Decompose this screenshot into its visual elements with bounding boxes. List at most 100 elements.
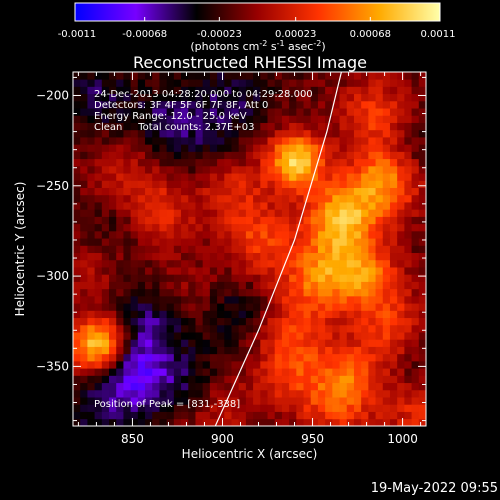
- heatmap-cell: [353, 324, 362, 333]
- heatmap-cell: [310, 230, 319, 239]
- heatmap-cell: [209, 339, 218, 347]
- heatmap-cell: [94, 353, 103, 362]
- heatmap-cell: [80, 245, 88, 254]
- heatmap-cell: [224, 93, 232, 102]
- heatmap-cell: [152, 165, 160, 174]
- heatmap-cell: [389, 418, 398, 426]
- heatmap-cell: [188, 267, 196, 275]
- heatmap-cell: [382, 144, 391, 152]
- heatmap-cell: [116, 389, 124, 398]
- heatmap-cell: [346, 346, 355, 355]
- heatmap-cell: [368, 295, 376, 304]
- heatmap-cell: [202, 332, 211, 340]
- heatmap-cell: [317, 404, 326, 412]
- heatmap-cell: [274, 137, 283, 145]
- heatmap-cell: [209, 245, 218, 254]
- heatmap-cell: [188, 332, 196, 340]
- heatmap-cell: [361, 303, 369, 311]
- heatmap-cell: [195, 353, 204, 362]
- heatmap-cell: [188, 411, 196, 420]
- heatmap-cell: [267, 404, 276, 412]
- heatmap-cell: [317, 151, 326, 160]
- heatmap-cell: [152, 397, 160, 405]
- heatmap-cell: [188, 194, 196, 203]
- heatmap-cell: [245, 144, 254, 152]
- heatmap-cell: [173, 209, 182, 217]
- heatmap-cell: [94, 368, 103, 376]
- heatmap-cell: [267, 281, 276, 290]
- heatmap-cell: [361, 173, 369, 181]
- heatmap-cell: [310, 122, 319, 131]
- heatmap-cell: [123, 274, 132, 282]
- heatmap-cell: [202, 187, 211, 196]
- heatmap-cell: [181, 404, 189, 412]
- heatmap-cell: [209, 137, 218, 145]
- heatmap-cell: [181, 93, 189, 102]
- heatmap-cell: [353, 187, 362, 196]
- heatmap-cell: [281, 397, 290, 405]
- heatmap-cell: [87, 332, 96, 340]
- heatmap-cell: [94, 158, 103, 167]
- heatmap-cell: [209, 281, 218, 290]
- heatmap-cell: [123, 288, 132, 297]
- heatmap-cell: [116, 411, 124, 420]
- heatmap-cell: [281, 368, 290, 376]
- heatmap-cell: [101, 137, 110, 145]
- heatmap-cell: [195, 180, 204, 188]
- heatmap-cell: [73, 353, 81, 362]
- heatmap-cell: [130, 238, 139, 246]
- heatmap-cell: [339, 295, 348, 304]
- heatmap-cell: [346, 79, 355, 87]
- heatmap-cell: [397, 230, 405, 239]
- heatmap-cell: [145, 187, 153, 196]
- heatmap-cell: [404, 382, 412, 391]
- heatmap-cell: [73, 79, 81, 87]
- heatmap-cell: [209, 144, 218, 152]
- heatmap-cell: [267, 173, 276, 181]
- heatmap-cell: [303, 375, 312, 384]
- heatmap-cell: [418, 389, 426, 398]
- heatmap-cell: [418, 129, 426, 138]
- heatmap-cell: [231, 93, 240, 102]
- heatmap-cell: [159, 151, 168, 160]
- heatmap-cell: [209, 115, 218, 123]
- heatmap-cell: [80, 187, 88, 196]
- heatmap-cell: [217, 332, 225, 340]
- heatmap-cell: [418, 187, 426, 196]
- heatmap-cell: [181, 303, 189, 311]
- heatmap-cell: [209, 86, 218, 95]
- heatmap-cell: [202, 180, 211, 188]
- heatmap-cell: [209, 375, 218, 384]
- heatmap-cell: [123, 151, 132, 160]
- heatmap-cell: [159, 245, 168, 254]
- heatmap-cell: [296, 122, 304, 131]
- heatmap-cell: [361, 115, 369, 123]
- heatmap-cell: [116, 187, 124, 196]
- heatmap-cell: [87, 324, 96, 333]
- heatmap-cell: [281, 209, 290, 217]
- heatmap-cell: [267, 310, 276, 319]
- heatmap-cell: [253, 360, 261, 369]
- heatmap-cell: [231, 86, 240, 95]
- heatmap-cell: [238, 144, 247, 152]
- heatmap-cell: [123, 158, 132, 167]
- heatmap-cell: [109, 187, 117, 196]
- heatmap-cell: [346, 389, 355, 398]
- heatmap-cell: [382, 100, 391, 109]
- heatmap-cell: [181, 310, 189, 319]
- heatmap-cell: [166, 418, 175, 426]
- heatmap-cell: [123, 324, 132, 333]
- heatmap-cell: [130, 165, 139, 174]
- heatmap-cell: [137, 100, 146, 109]
- heatmap-cell: [289, 151, 297, 160]
- heatmap-cell: [317, 79, 326, 87]
- heatmap-cell: [296, 288, 304, 297]
- heatmap-cell: [202, 194, 211, 203]
- heatmap-cell: [101, 238, 110, 246]
- heatmap-cell: [296, 194, 304, 203]
- heatmap-cell: [231, 79, 240, 87]
- heatmap-cell: [353, 339, 362, 347]
- heatmap-cell: [332, 72, 340, 80]
- heatmap-cell: [159, 267, 168, 275]
- heatmap-cell: [317, 72, 326, 80]
